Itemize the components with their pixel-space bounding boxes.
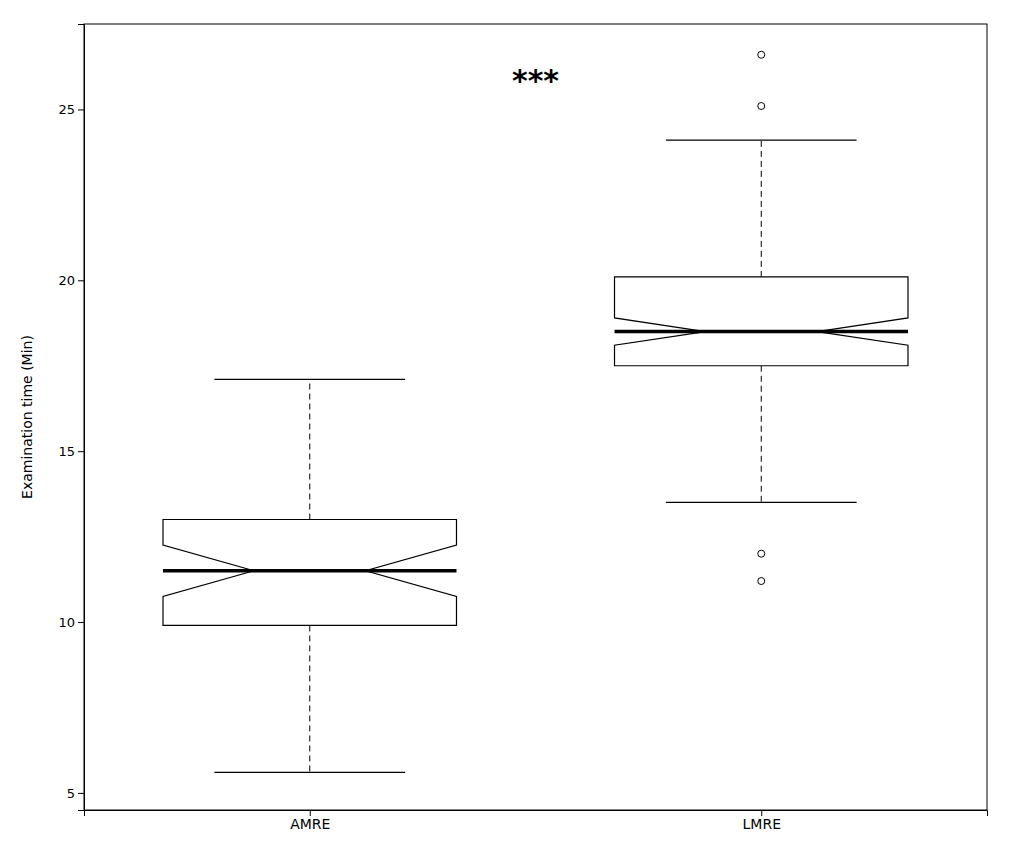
y-axis: 5 10 15 20 25 [58, 25, 84, 811]
y-tick: 10 [58, 615, 84, 630]
y-tick: 15 [58, 444, 84, 459]
box [163, 520, 456, 626]
x-axis: AMRE LMRE [85, 810, 988, 832]
tick-label: LMRE [743, 816, 781, 832]
tick-mark [78, 793, 84, 794]
plot-frame [84, 24, 987, 810]
whisker-cap [214, 379, 405, 380]
tick-label: 5 [67, 786, 75, 801]
box-group [163, 379, 456, 772]
outlier [758, 51, 765, 58]
annotation: *** [512, 63, 559, 98]
whisker [761, 366, 762, 503]
whisker [309, 379, 310, 519]
y-tick: 25 [58, 102, 84, 117]
tick-mark [78, 451, 84, 452]
median [615, 330, 908, 334]
tick-mark [78, 622, 84, 623]
whisker [761, 140, 762, 277]
axis-line [85, 811, 988, 817]
median [163, 569, 456, 573]
tick-label: 10 [58, 615, 75, 630]
tick-label: AMRE [290, 816, 330, 832]
y-tick: 20 [58, 273, 84, 288]
box-group [615, 51, 908, 584]
whisker-cap [666, 502, 857, 503]
outlier [758, 578, 765, 585]
outlier [758, 103, 765, 110]
whisker-cap [214, 772, 405, 773]
chart: 5 10 15 20 25 AMRE LMRE *** Examination time (Mi… [0, 0, 1011, 866]
whisker [309, 625, 310, 772]
box [615, 277, 908, 366]
tick-label: 25 [58, 102, 75, 117]
x-tick: AMRE [290, 810, 330, 832]
y-axis-title: Examination time (Min) [19, 335, 35, 499]
y-tick: 5 [67, 786, 84, 801]
tick-mark [78, 109, 84, 110]
tick-mark [78, 280, 84, 281]
tick-label: 15 [58, 444, 75, 459]
x-tick: LMRE [743, 810, 781, 832]
boxes [163, 51, 908, 772]
whisker-cap [666, 140, 857, 141]
outlier [758, 550, 765, 557]
tick-label: 20 [58, 273, 75, 288]
